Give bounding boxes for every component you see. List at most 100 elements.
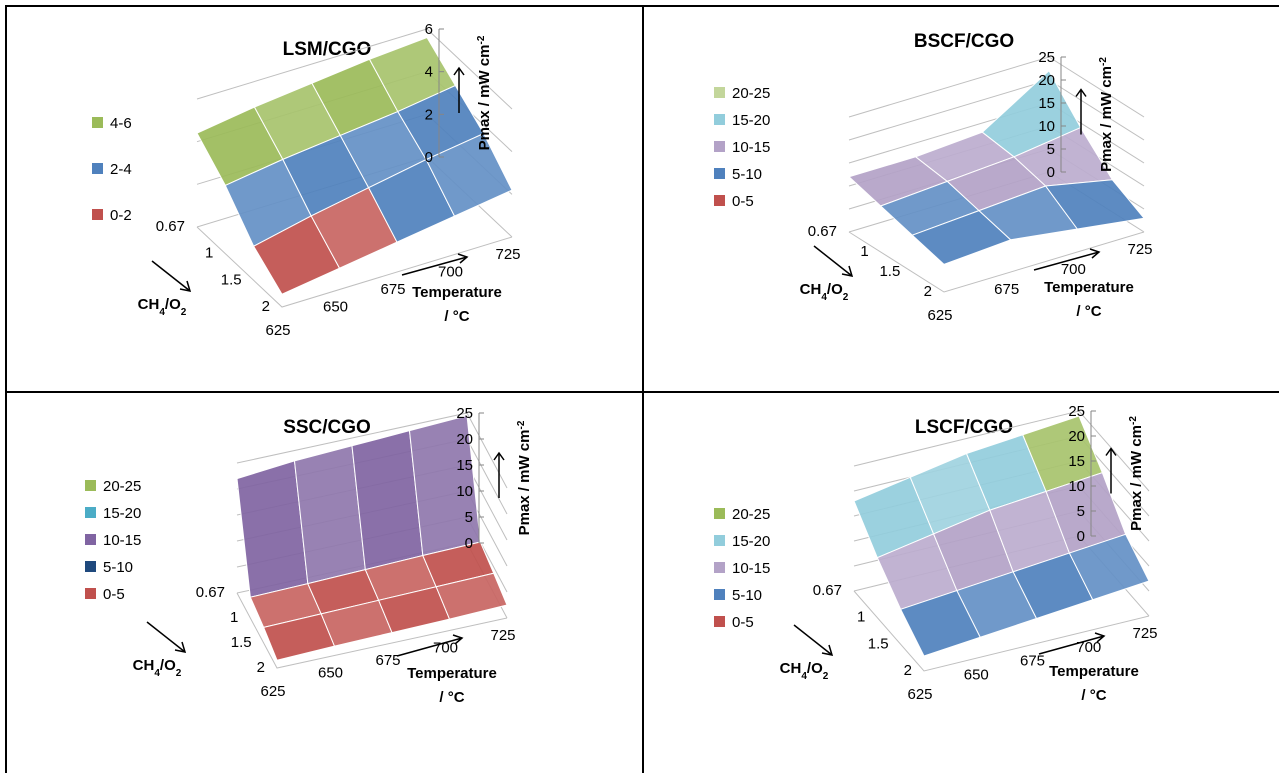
legend-label-15-20: 15-20 — [732, 112, 770, 129]
y-tick-label: 0.67 — [156, 218, 185, 235]
x-axis-unit: / °C — [1076, 303, 1101, 320]
legend-label-10-15: 10-15 — [103, 532, 141, 549]
surface-cell — [1044, 179, 1145, 230]
z-gridline — [853, 410, 1150, 492]
floor-edge — [848, 231, 1145, 293]
z-tick-label: 2 — [425, 106, 433, 123]
surface-cell — [435, 572, 508, 620]
x-tick-label: 725 — [490, 627, 515, 644]
y-label-sub1: 4 — [801, 671, 807, 682]
z-tick-label: 10 — [456, 483, 473, 500]
legend-label-20-25: 20-25 — [732, 506, 770, 523]
legend-swatch-0-5 — [714, 616, 725, 627]
y-tick-label: 2 — [924, 283, 932, 300]
x-arrow-head — [1094, 632, 1106, 643]
y-direction-arrow — [151, 260, 191, 292]
legend-swatch-15-20 — [714, 114, 725, 125]
legend-swatch-0-2 — [92, 209, 103, 220]
x-axis-unit: / °C — [1081, 687, 1106, 704]
x-axis-unit: / °C — [444, 308, 469, 325]
legend-swatch-15-20 — [85, 507, 96, 518]
legend-swatch-4-6 — [92, 117, 103, 128]
x-direction-arrow — [396, 637, 463, 657]
z-axis-label-sup: -2 — [1098, 57, 1109, 66]
x-tick-label: 700 — [438, 264, 463, 281]
z-tick-label: 20 — [456, 431, 473, 448]
y-label-sub2: 2 — [181, 307, 187, 318]
x-tick-label: 650 — [318, 665, 343, 682]
z-gridline — [848, 56, 1145, 118]
x-tick-label: 700 — [1061, 261, 1086, 278]
y-label-ch: CH — [138, 296, 160, 313]
chart-title-bscf-cgo: BSCF/CGO — [914, 31, 1014, 52]
surface-cell — [425, 132, 513, 217]
z-axis-label: Pmax / mW cm-2 — [1098, 57, 1116, 172]
y-direction-arrow — [793, 624, 833, 656]
surface-chart-ssc-cgo: SSC/CGO 0 5 10 15 20 25 Pmax / mW cm-2 625 650 675… — [85, 405, 534, 706]
z-tick-label: 25 — [1068, 403, 1085, 420]
z-axis-label-sup: -2 — [476, 35, 487, 44]
y-axis-label: CH4/O2 — [780, 660, 829, 682]
z-tick-label: 25 — [456, 405, 473, 422]
y-label-o: /O — [165, 296, 181, 313]
z-tick-label: 4 — [425, 64, 433, 81]
x-tick-label: 625 — [907, 686, 932, 703]
legend-swatch-20-25 — [85, 480, 96, 491]
legend-swatch-20-25 — [714, 508, 725, 519]
x-tick-label: 625 — [260, 683, 285, 700]
x-tick-label: 725 — [495, 246, 520, 263]
y-label-ch: CH — [133, 657, 155, 674]
y-label-sub2: 2 — [843, 292, 849, 303]
y-tick-label: 1 — [860, 243, 868, 260]
y-direction-arrow — [146, 621, 186, 653]
y-label-o: /O — [807, 660, 823, 677]
legend-swatch-10-15 — [85, 534, 96, 545]
z-gridline — [196, 28, 513, 110]
y-tick-label: 1.5 — [879, 263, 900, 280]
surface-chart-lsm-cgo: LSM/CGO 0 2 4 6 Pmax / mW cm-2 625 650 675 700 725… — [92, 21, 521, 339]
x-direction-arrow — [1038, 635, 1105, 655]
z-tick-label: 25 — [1038, 49, 1055, 66]
y-tick-label: 1 — [205, 245, 213, 262]
y-label-o: /O — [160, 657, 176, 674]
y-arrow-head — [174, 641, 187, 653]
z-tick-label: 0 — [465, 535, 473, 552]
x-tick-label: 675 — [380, 281, 405, 298]
x-axis-label: Temperature — [1044, 279, 1134, 296]
z-tick-label: 15 — [456, 457, 473, 474]
legend-label-10-15: 10-15 — [732, 560, 770, 577]
legend-label-20-25: 20-25 — [732, 85, 770, 102]
legend-swatch-2-4 — [92, 163, 103, 174]
z-axis-label: Pmax / mW cm-2 — [476, 35, 494, 150]
legend-label-5-10: 5-10 — [103, 559, 133, 576]
legend-label-4-6: 4-6 — [110, 115, 132, 132]
legend-swatch-15-20 — [714, 535, 725, 546]
z-arrow-head — [453, 66, 465, 76]
x-axis-label: Temperature — [407, 665, 497, 682]
x-tick-label: 725 — [1132, 625, 1157, 642]
x-tick-label: 675 — [994, 281, 1019, 298]
legend-swatch-10-15 — [714, 141, 725, 152]
z-axis-label-sup: -2 — [516, 420, 527, 429]
y-label-ch: CH — [780, 660, 802, 677]
z-tick-label: 15 — [1038, 95, 1055, 112]
z-arrow-head — [1105, 447, 1117, 456]
z-axis-label: Pmax / mW cm-2 — [516, 420, 534, 535]
legend-label-0-5: 0-5 — [732, 614, 754, 631]
legend-label-0-5: 0-5 — [103, 586, 125, 603]
z-tick-label: 20 — [1068, 428, 1085, 445]
y-label-sub2: 2 — [823, 671, 829, 682]
chart-title-ssc-cgo: SSC/CGO — [283, 417, 371, 438]
z-axis-label-sup: -2 — [1128, 416, 1139, 425]
y-label-sub2: 2 — [176, 668, 182, 679]
y-tick-label: 1 — [857, 609, 865, 626]
legend-label-5-10: 5-10 — [732, 587, 762, 604]
y-tick-label: 0.67 — [813, 582, 842, 599]
y-arrow-head — [841, 265, 854, 277]
y-tick-label: 2 — [262, 298, 270, 315]
chart-title-lscf-cgo: LSCF/CGO — [915, 417, 1013, 438]
y-tick-label: 1.5 — [868, 635, 889, 652]
z-axis-label: Pmax / mW cm-2 — [1128, 416, 1146, 531]
chart-panel-ssc-cgo: SSC/CGO 0 5 10 15 20 25 Pmax / mW cm-2 625 650 675… — [5, 393, 644, 773]
z-tick-label: 6 — [425, 21, 433, 38]
